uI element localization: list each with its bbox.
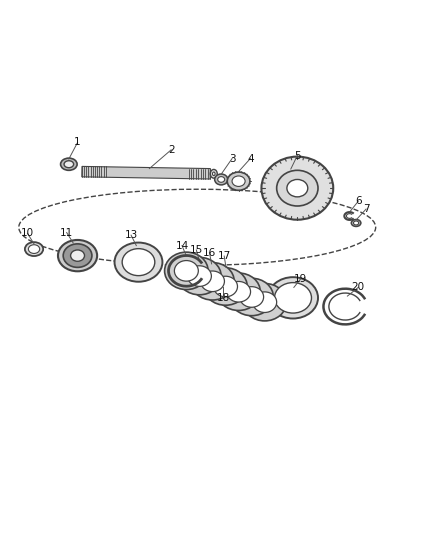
Text: 16: 16 (203, 247, 216, 257)
Ellipse shape (178, 257, 221, 295)
Polygon shape (82, 166, 210, 179)
Text: 1: 1 (74, 138, 81, 148)
Text: 18: 18 (217, 293, 230, 303)
Ellipse shape (230, 278, 273, 316)
Text: 17: 17 (218, 251, 231, 261)
Ellipse shape (240, 287, 264, 307)
Ellipse shape (63, 244, 92, 268)
Ellipse shape (243, 284, 286, 321)
Ellipse shape (58, 240, 97, 271)
Ellipse shape (204, 268, 247, 305)
Text: 4: 4 (247, 154, 254, 164)
Text: 14: 14 (175, 240, 189, 251)
Text: 10: 10 (21, 229, 34, 238)
Ellipse shape (232, 176, 245, 187)
Ellipse shape (64, 161, 74, 168)
Ellipse shape (353, 221, 359, 225)
Ellipse shape (214, 276, 237, 297)
Ellipse shape (201, 271, 224, 292)
Text: 11: 11 (60, 228, 73, 238)
Ellipse shape (187, 266, 212, 286)
Text: 15: 15 (190, 245, 203, 255)
Text: 20: 20 (352, 282, 365, 293)
Ellipse shape (174, 261, 198, 281)
Text: 3: 3 (229, 154, 235, 164)
Ellipse shape (210, 169, 217, 178)
Ellipse shape (71, 250, 85, 261)
Ellipse shape (218, 176, 225, 182)
Text: 2: 2 (168, 145, 174, 155)
Ellipse shape (122, 249, 155, 276)
Ellipse shape (226, 281, 251, 302)
Text: 6: 6 (355, 196, 362, 206)
Ellipse shape (268, 277, 318, 319)
Ellipse shape (191, 263, 234, 300)
Ellipse shape (227, 172, 250, 190)
Ellipse shape (277, 171, 318, 206)
Ellipse shape (115, 243, 162, 282)
Ellipse shape (215, 174, 228, 185)
Ellipse shape (287, 180, 308, 197)
Ellipse shape (60, 158, 77, 171)
Text: 13: 13 (124, 230, 138, 240)
Text: 5: 5 (294, 150, 300, 160)
Text: 7: 7 (363, 204, 369, 214)
Ellipse shape (28, 245, 40, 254)
Ellipse shape (165, 252, 208, 289)
Ellipse shape (25, 242, 43, 256)
Ellipse shape (275, 282, 311, 313)
Ellipse shape (351, 220, 361, 227)
Text: 19: 19 (294, 273, 307, 284)
Ellipse shape (212, 172, 215, 175)
Ellipse shape (253, 292, 277, 312)
Ellipse shape (217, 273, 260, 310)
Ellipse shape (261, 157, 333, 220)
